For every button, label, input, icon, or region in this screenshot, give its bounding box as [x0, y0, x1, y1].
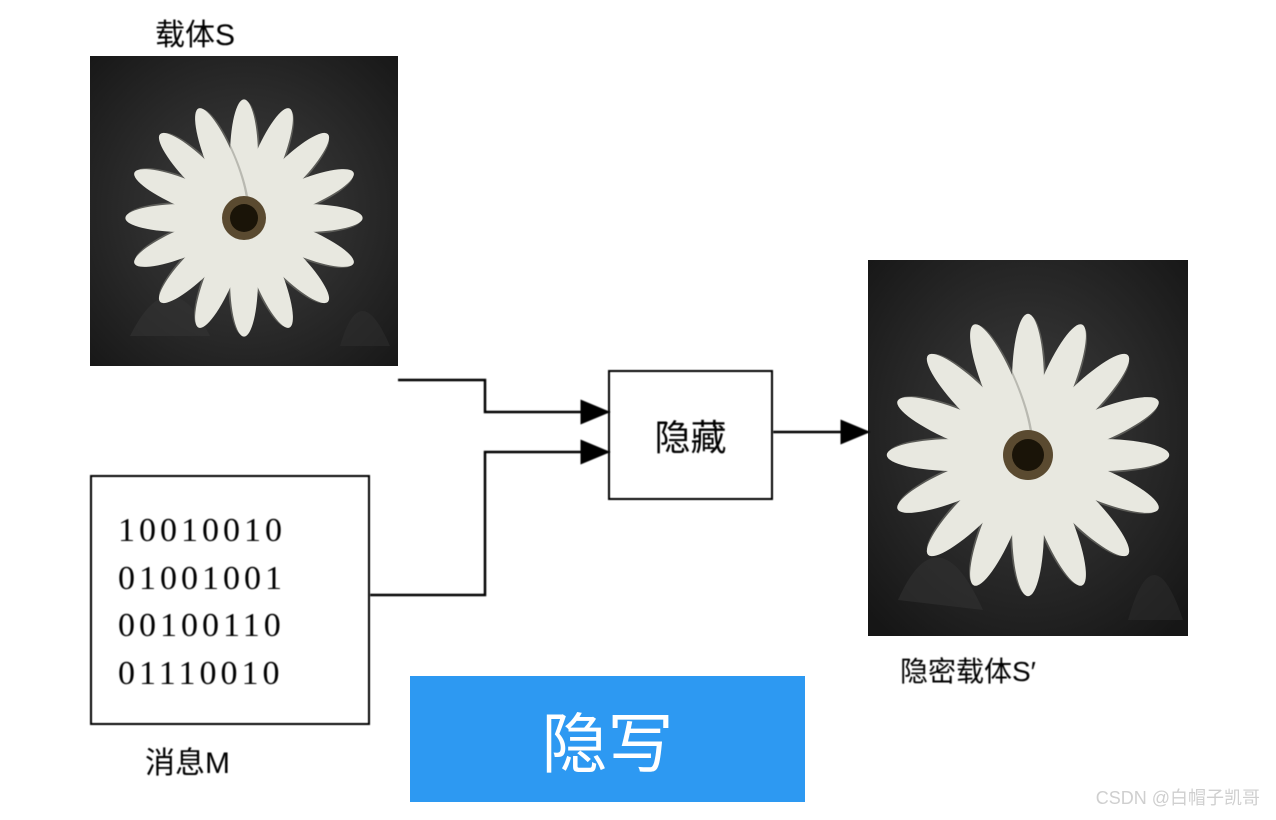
- banner-text: 隐写: [542, 691, 674, 787]
- message-box: 10010010 01001001 00100110 01110010: [90, 475, 370, 725]
- flower-icon: [868, 260, 1188, 636]
- binary-row: 10010010: [118, 507, 342, 555]
- carrier-image: [90, 56, 398, 366]
- watermark: CSDN @白帽子凯哥: [1096, 784, 1260, 810]
- title-banner: 隐写: [410, 676, 805, 802]
- binary-row: 01001001: [118, 555, 342, 603]
- steganography-diagram: 载体S: [0, 0, 1276, 820]
- message-m-label: 消息M: [145, 738, 230, 782]
- flower-icon: [90, 56, 398, 366]
- carrier-s-label: 载体S: [155, 10, 235, 54]
- stego-output-image: [868, 260, 1188, 636]
- binary-row: 00100110: [118, 602, 342, 650]
- hide-process-box: 隐藏: [608, 370, 773, 500]
- output-label: 隐密载体S′: [900, 650, 1036, 690]
- binary-row: 01110010: [118, 650, 342, 698]
- hide-box-label: 隐藏: [654, 409, 726, 461]
